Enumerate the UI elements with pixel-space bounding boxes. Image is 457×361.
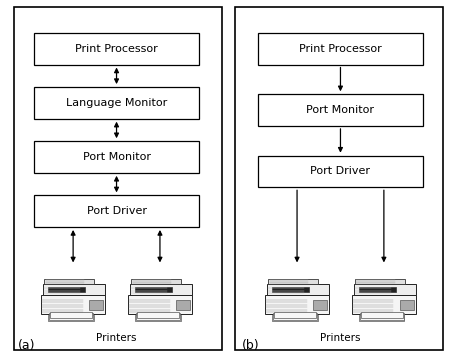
Bar (14, 7, 222, 350)
Text: Printers: Printers (320, 332, 361, 343)
Bar (258, 156, 423, 187)
Bar (359, 315, 404, 321)
Bar (354, 284, 416, 295)
Bar (352, 295, 416, 314)
Bar (135, 287, 172, 292)
Bar (44, 279, 94, 284)
Bar (268, 279, 318, 284)
Bar (400, 300, 414, 310)
Bar (235, 7, 443, 350)
Bar (50, 312, 92, 318)
Text: Port Monitor: Port Monitor (83, 152, 150, 162)
Bar (131, 279, 181, 284)
Bar (272, 315, 318, 321)
Bar (258, 94, 423, 126)
Bar (128, 295, 192, 314)
Text: Port Driver: Port Driver (310, 166, 371, 177)
Text: Port Driver: Port Driver (86, 206, 147, 216)
Bar (48, 287, 85, 292)
Bar (258, 33, 423, 65)
Bar (130, 284, 192, 295)
Bar (49, 313, 93, 320)
Bar (34, 195, 199, 227)
Bar (137, 312, 179, 318)
Text: (a): (a) (18, 339, 35, 352)
Bar (176, 300, 190, 310)
Bar (313, 300, 327, 310)
Bar (360, 313, 404, 320)
Text: Printers: Printers (96, 332, 137, 343)
Text: Print Processor: Print Processor (299, 44, 382, 54)
Bar (34, 33, 199, 65)
Text: (b): (b) (242, 339, 259, 352)
Bar (355, 279, 405, 284)
Bar (267, 284, 329, 295)
Bar (135, 315, 181, 321)
Bar (274, 312, 316, 318)
Bar (89, 300, 103, 310)
Bar (43, 284, 105, 295)
Bar (273, 313, 317, 320)
Text: Language Monitor: Language Monitor (66, 98, 167, 108)
Text: Print Processor: Print Processor (75, 44, 158, 54)
Bar (361, 312, 403, 318)
Bar (265, 295, 329, 314)
Bar (41, 295, 105, 314)
Bar (272, 287, 309, 292)
Bar (48, 315, 94, 321)
Bar (34, 87, 199, 119)
Bar (34, 141, 199, 173)
Bar (359, 287, 396, 292)
Bar (136, 313, 180, 320)
Text: Port Monitor: Port Monitor (307, 105, 374, 115)
